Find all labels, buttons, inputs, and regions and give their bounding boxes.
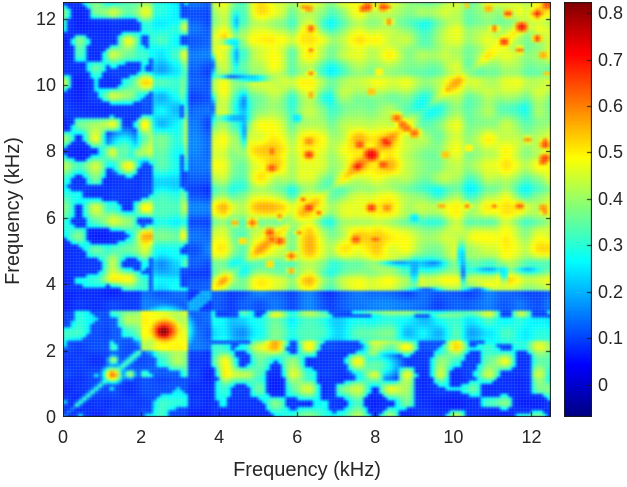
x-tick-label: 0 — [57, 427, 69, 447]
y-tick-label: 4 — [45, 274, 56, 295]
y-tick-label: 10 — [35, 75, 56, 95]
y-tick-label: 12 — [35, 8, 56, 29]
colorbar-tick-label: 0.7 — [598, 49, 624, 70]
y-tick-label: 8 — [45, 141, 56, 162]
y-tick-label: 0 — [45, 407, 56, 427]
x-tick-label: 8 — [370, 427, 381, 447]
colorbar-tick-label: 0.5 — [598, 142, 624, 163]
x-tick-label: 6 — [292, 427, 303, 447]
x-tick-label: 4 — [214, 427, 225, 447]
x-axis-label: Frequency (kHz) — [233, 459, 381, 481]
colorbar-tick-label: 0.8 — [598, 3, 624, 24]
y-tick-label: 6 — [45, 207, 56, 228]
colorbar — [564, 2, 592, 417]
x-tick-label: 12 — [521, 427, 542, 447]
x-tick-label: 10 — [443, 427, 464, 447]
x-tick-label: 2 — [136, 427, 147, 447]
colorbar-tick-label: 0.1 — [598, 328, 624, 349]
colorbar-tick-label: 0.6 — [598, 95, 624, 116]
colorbar-tick-label: 0.3 — [598, 235, 624, 256]
colorbar-tick-label: 0.2 — [598, 281, 624, 302]
heatmap-canvas — [63, 2, 551, 417]
y-tick-label: 2 — [45, 340, 56, 361]
colorbar-tick-label: 0 — [598, 374, 609, 395]
colorbar-tick-label: 0.4 — [598, 188, 624, 209]
